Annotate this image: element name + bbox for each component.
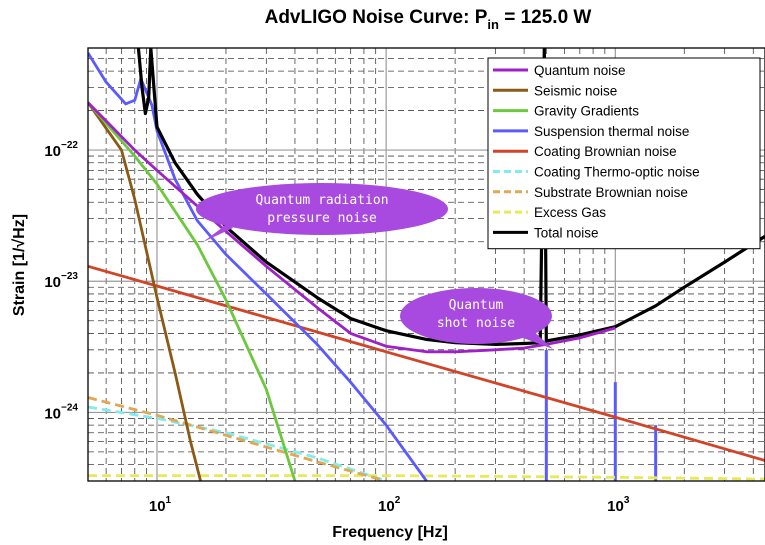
series-line [88, 101, 202, 481]
series-line [88, 474, 765, 481]
y-tick-label: 10−24 [44, 402, 78, 422]
annotation-bubble [400, 288, 552, 344]
annotation-text: Quantum [449, 298, 504, 313]
series-line [88, 264, 765, 462]
series-line [88, 52, 428, 481]
legend-label: Total noise [534, 225, 599, 240]
series-line [136, 48, 765, 346]
series-line [88, 101, 616, 354]
x-axis-label: Frequency [Hz] [332, 524, 448, 541]
y-axis-label: Strain [1/√Hz] [11, 214, 28, 316]
legend-label: Coating Brownian noise [534, 144, 677, 159]
legend-box [487, 57, 761, 250]
annotations: Quantum radiation pressure noise Quantum… [196, 183, 553, 349]
annotation-bubble [196, 183, 448, 235]
annotation-text: Quantum radiation [255, 193, 388, 208]
y-tick-label: 10−23 [44, 271, 78, 291]
annotation-text: pressure noise [267, 211, 377, 226]
legend: Quantum noise Seismic noise Gravity Gradie… [487, 57, 761, 250]
annotation-bubble [203, 224, 233, 242]
x-tick-label: 101 [149, 495, 172, 515]
chart-title: AdvLIGO Noise Curve: Pin = 125.0 W [265, 7, 592, 32]
series-group [88, 48, 765, 481]
x-tick-label: 102 [378, 495, 401, 515]
legend-label: Excess Gas [534, 205, 606, 220]
annotation-text: shot noise [437, 316, 515, 331]
y-tick-label: 10−22 [44, 140, 78, 160]
series-layer [88, 48, 765, 481]
legend-label: Substrate Brownian noise [534, 185, 688, 200]
annotation-radiation-pressure: Quantum radiation pressure noise [196, 183, 448, 242]
series-line [88, 405, 387, 481]
series-line [88, 396, 387, 481]
tick-layer: 101 102 103 10−24 10−23 10−22 [44, 140, 630, 515]
series-line [88, 101, 297, 481]
legend-label: Quantum noise [534, 63, 626, 78]
x-tick-label: 103 [607, 495, 630, 515]
legend-label: Coating Thermo-optic noise [534, 165, 700, 180]
legend-label: Suspension thermal noise [534, 124, 689, 139]
legend-label: Seismic noise [534, 83, 617, 98]
annotation-shot-noise: Quantum shot noise [400, 288, 553, 349]
plot-frame [87, 47, 765, 482]
legend-label: Gravity Gradients [534, 104, 639, 119]
